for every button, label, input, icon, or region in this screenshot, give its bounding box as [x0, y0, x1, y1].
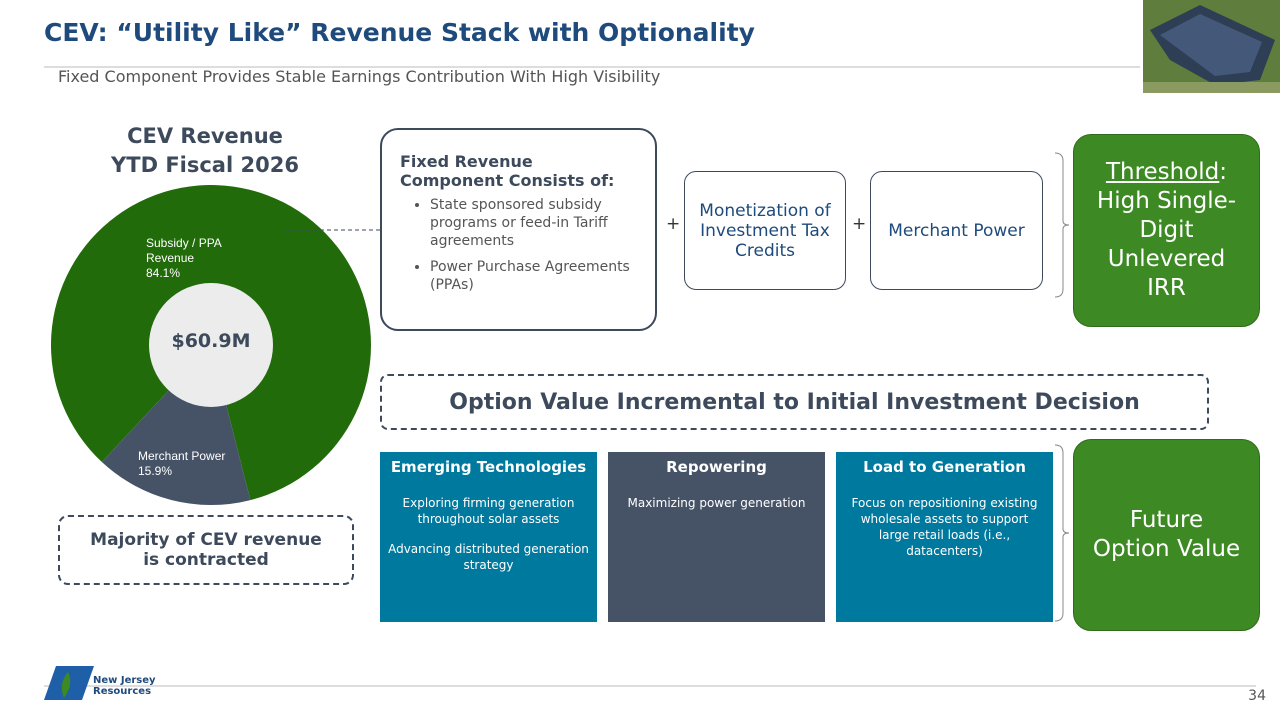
donut-chart [51, 185, 371, 506]
option-heading: Load to Generation [863, 458, 1026, 476]
slice-label: Merchant Power 15.9% [138, 449, 238, 479]
chart-title-line: CEV Revenue [127, 124, 283, 148]
subtitle: Fixed Component Provides Stable Earnings… [58, 67, 661, 86]
stack-box: Monetization of Investment Tax Credits [684, 171, 846, 290]
option-column: Emerging Technologies Exploring firming g… [380, 452, 597, 622]
plus: + [852, 214, 867, 234]
stack-box: Merchant Power [870, 171, 1043, 290]
page-number: 34 [1248, 688, 1266, 704]
threshold-box: Threshold: High Single-Digit Unlevered IR… [1073, 134, 1260, 327]
option-heading: Emerging Technologies [390, 458, 587, 476]
fixed-heading: Fixed Revenue Component Consists of: [400, 152, 615, 190]
bracket [1054, 152, 1070, 298]
option-heading: Repowering [666, 458, 767, 476]
bullet: State sponsored subsidy programs or feed… [430, 196, 639, 250]
option-body: Advancing distributed generation strateg… [388, 542, 589, 572]
bullets: State sponsored subsidy programs or feed… [400, 196, 639, 294]
chart-title: CEV Revenue YTD Fiscal 2026 [80, 122, 330, 180]
value-label: 84.1% [146, 266, 181, 280]
plus: + [666, 214, 681, 234]
option-column: Load to Generation Focus on repositioning… [836, 452, 1053, 622]
company-name: New Jersey Resources [93, 675, 156, 697]
center-label: $60.9M [171, 330, 251, 352]
value-label: 15.9% [138, 464, 173, 478]
photo [1143, 0, 1280, 93]
donut-hole [149, 283, 273, 407]
chart-title-line: YTD Fiscal 2026 [111, 153, 299, 177]
option-body: Focus on repositioning existing wholesal… [851, 496, 1038, 558]
option-body: Exploring firming generation throughout … [402, 496, 575, 526]
slice-label: Subsidy / PPA Revenue 84.1% [146, 236, 238, 281]
category: Merchant Power [138, 449, 226, 463]
fixed-box: Fixed Revenue Component Consists of: Sta… [380, 128, 657, 331]
threshold: Threshold: High Single-Digit Unlevered IR… [1088, 158, 1245, 303]
threshold-label: Threshold [1105, 159, 1220, 185]
title: CEV: “Utility Like” Revenue Stack with O… [44, 18, 755, 47]
category: Subsidy / PPA Revenue [146, 236, 222, 265]
separator: : [1219, 159, 1228, 185]
option-column: Repowering Maximizing power generation [608, 452, 825, 622]
bracket [1054, 444, 1070, 622]
option-body: Maximizing power generation [627, 496, 806, 510]
bullet: Power Purchase Agreements (PPAs) [430, 258, 639, 294]
callout: Majority of CEV revenue is contracted [58, 515, 354, 585]
option-banner: Option Value Incremental to Initial Inve… [380, 374, 1209, 430]
future-box: Future Option Value [1073, 439, 1260, 631]
logo [44, 666, 94, 700]
threshold-text: High Single-Digit Unlevered IRR [1096, 188, 1237, 301]
